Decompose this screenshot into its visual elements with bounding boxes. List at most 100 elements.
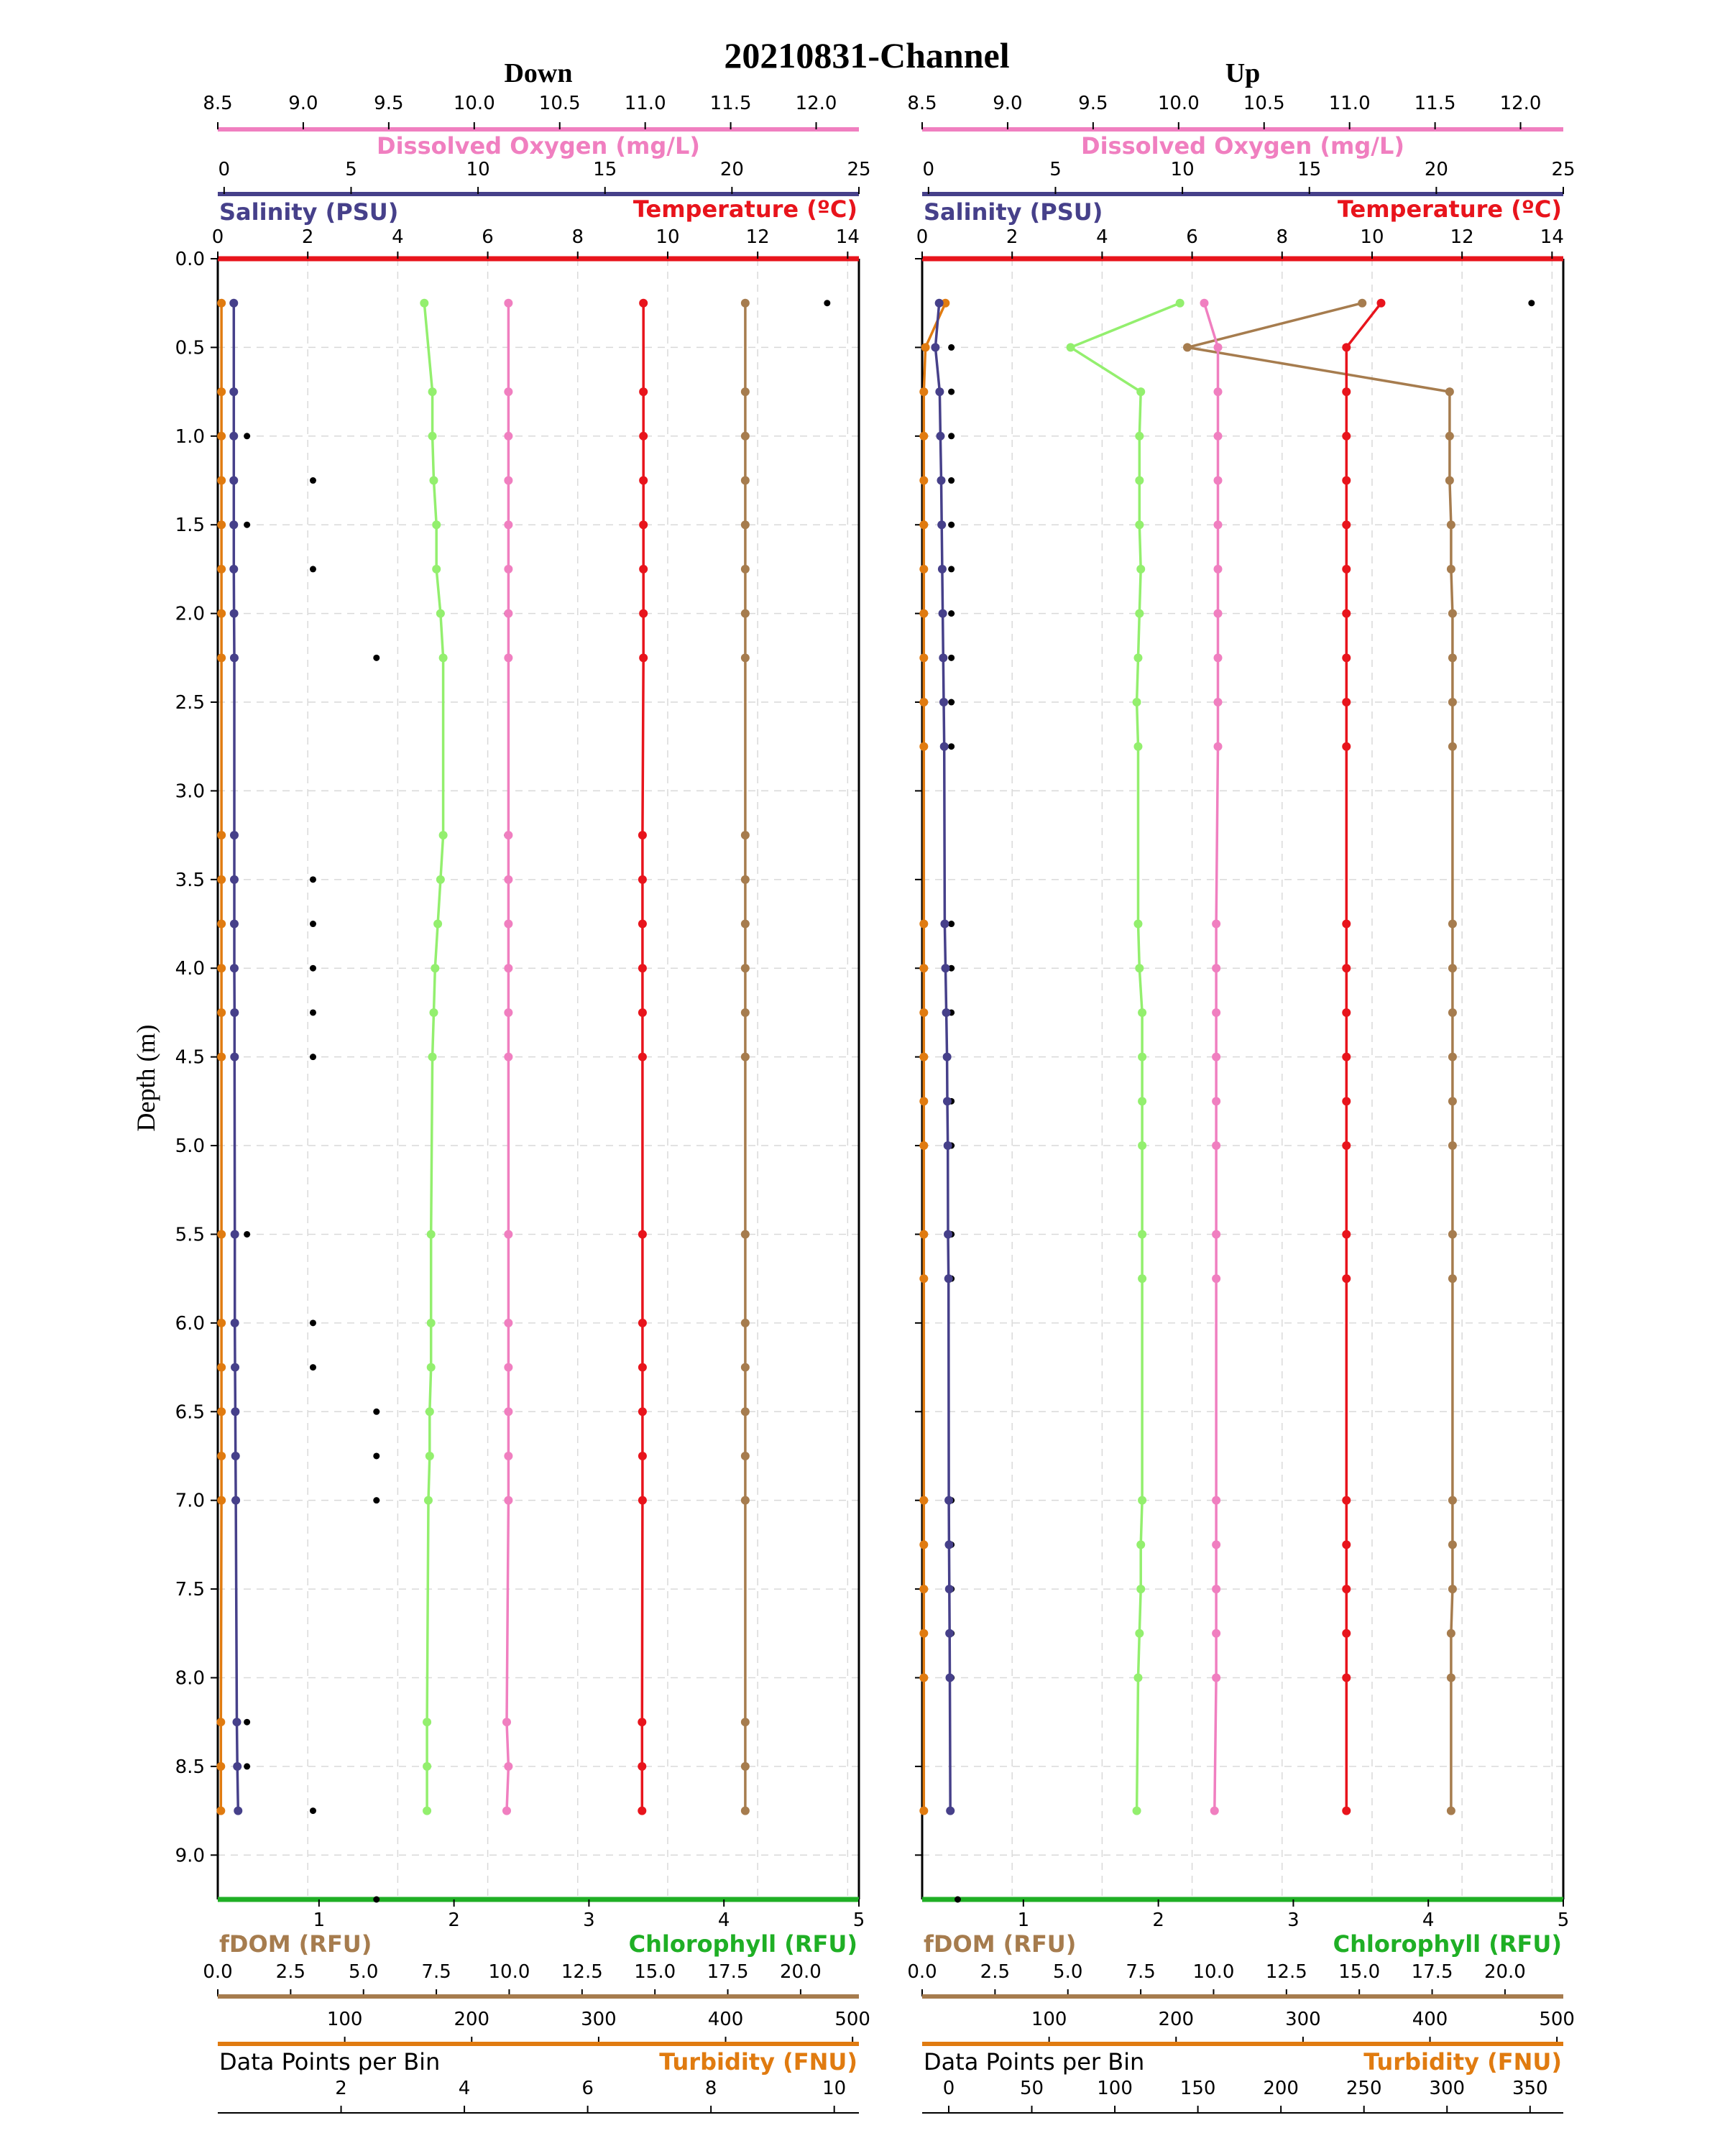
turbidity-point — [919, 653, 929, 663]
temperature-tick-label: 4 — [392, 226, 404, 248]
salinity-point — [944, 1540, 954, 1549]
chlorophyll-point — [425, 1407, 434, 1416]
fdom-tick-label: 2.5 — [980, 1961, 1010, 1983]
chlorophyll-point — [426, 1230, 436, 1239]
datapoints-dot — [948, 521, 955, 528]
dissolved_oxygen-point — [504, 1407, 513, 1416]
salinity-point — [229, 298, 239, 308]
salinity-axis-label: Salinity (PSU) — [924, 198, 1103, 226]
temperature-tick-label: 14 — [1540, 226, 1564, 248]
dissolved_oxygen-point — [504, 1318, 513, 1327]
chlorophyll-point — [1132, 698, 1141, 707]
turbidity-point — [919, 964, 929, 973]
temperature-tick-label: 0 — [212, 226, 224, 248]
salinity-point — [936, 431, 945, 441]
datapoints-dot — [244, 521, 251, 528]
turbidity-tick-label: 0 — [943, 2078, 955, 2099]
salinity-point — [231, 1407, 240, 1416]
salinity-point — [234, 1806, 243, 1815]
salinity-point — [939, 653, 948, 663]
fdom-point — [1448, 1141, 1457, 1151]
chlorophyll-point — [1135, 431, 1144, 441]
chlorophyll-point — [1133, 742, 1143, 751]
temperature-point — [638, 1407, 647, 1416]
datapoints-dot — [244, 433, 251, 440]
fdom-point — [740, 476, 750, 485]
dissolved_oxygen-point — [504, 1761, 513, 1771]
y-tick-label: 8.5 — [175, 1756, 205, 1778]
chlorophyll-point — [423, 1496, 433, 1505]
y-tick-label: 5.0 — [175, 1135, 205, 1157]
datapoints-dot — [948, 743, 955, 750]
temperature-tick-label: 2 — [1006, 226, 1018, 248]
chlorophyll-point — [431, 964, 440, 973]
salinity-point — [230, 1008, 239, 1017]
fdom-tick-label: 7.5 — [1126, 1961, 1155, 1983]
temperature-point — [1342, 1540, 1351, 1549]
fdom-point — [1448, 1230, 1457, 1239]
chlorophyll-point — [1066, 343, 1075, 352]
temperature-point — [1342, 653, 1351, 663]
do-tick-label: 8.5 — [907, 93, 937, 114]
datapoints-dot — [244, 1763, 251, 1770]
salinity-point — [946, 1806, 955, 1815]
temperature-point — [639, 653, 648, 663]
temperature-tick-label: 2 — [302, 226, 314, 248]
turbidity-point — [217, 653, 226, 663]
temperature-point — [638, 1230, 647, 1239]
turbidity-tick-label: 4 — [459, 2078, 471, 2099]
turbidity-tick-label: 350 — [1512, 2078, 1548, 2099]
dissolved_oxygen-point — [1212, 1673, 1221, 1682]
y-tick-label: 5.5 — [175, 1224, 205, 1245]
dissolved_oxygen-point — [504, 431, 513, 441]
temperature-point — [1342, 1052, 1351, 1061]
temperature-point — [1342, 1628, 1351, 1638]
do-tick-label: 11.5 — [710, 93, 752, 114]
fdom-point — [740, 1318, 750, 1327]
dissolved_oxygen-point — [1213, 476, 1223, 485]
fdom-point — [1446, 520, 1455, 530]
dissolved_oxygen-point — [1212, 1052, 1221, 1061]
temperature-point — [1342, 431, 1351, 441]
temperature-point — [638, 1761, 647, 1771]
dissolved_oxygen-point — [1213, 387, 1223, 397]
fdom-point — [1448, 1097, 1457, 1106]
fdom-point — [1448, 1540, 1457, 1549]
fdom-tick-label: 0.0 — [203, 1961, 232, 1983]
temperature-point — [1376, 298, 1386, 308]
dissolved_oxygen-point — [504, 476, 513, 485]
fdom-point — [1446, 1673, 1455, 1682]
dissolved_oxygen-point — [1213, 520, 1223, 530]
turbidity-point — [919, 609, 929, 618]
y-tick-label: 3.5 — [175, 870, 205, 891]
salinity-point — [942, 1097, 952, 1106]
temperature-tick-label: 10 — [1360, 226, 1384, 248]
dissolved_oxygen-point — [1212, 1097, 1221, 1106]
fdom-tick-label: 7.5 — [421, 1961, 451, 1983]
chlorophyll-tick-label: 2 — [448, 1909, 460, 1931]
dissolved_oxygen-point — [504, 1230, 513, 1239]
fdom-point — [1448, 1008, 1457, 1017]
turbidity-tick-label: 6 — [581, 2078, 594, 2099]
turbidity-point — [919, 742, 929, 751]
turbidity-tick-label: 250 — [1346, 2078, 1382, 2099]
do-tick-label: 11.0 — [625, 93, 666, 114]
salinity-point — [230, 1318, 239, 1327]
fdom-point — [740, 298, 750, 308]
salinity-point — [934, 298, 944, 308]
fdom-series-line — [1187, 302, 1454, 1811]
chlorophyll-axis-label: Chlorophyll (RFU) — [629, 1930, 857, 1958]
temperature-point — [639, 431, 648, 441]
temperature-point — [638, 1318, 647, 1327]
salinity-point — [939, 742, 949, 751]
salinity-point — [232, 1718, 242, 1727]
salinity-point — [229, 476, 239, 485]
dissolved_oxygen-point — [1212, 964, 1221, 973]
salinity-point — [233, 1761, 242, 1771]
salinity-point — [230, 1052, 239, 1061]
fdom-tick-label: 2.5 — [276, 1961, 305, 1983]
fdom-point — [740, 1451, 750, 1460]
chlorophyll-point — [425, 1451, 434, 1460]
do-tick-label: 12.0 — [1500, 93, 1542, 114]
y-tick-label: 4.5 — [175, 1047, 205, 1069]
